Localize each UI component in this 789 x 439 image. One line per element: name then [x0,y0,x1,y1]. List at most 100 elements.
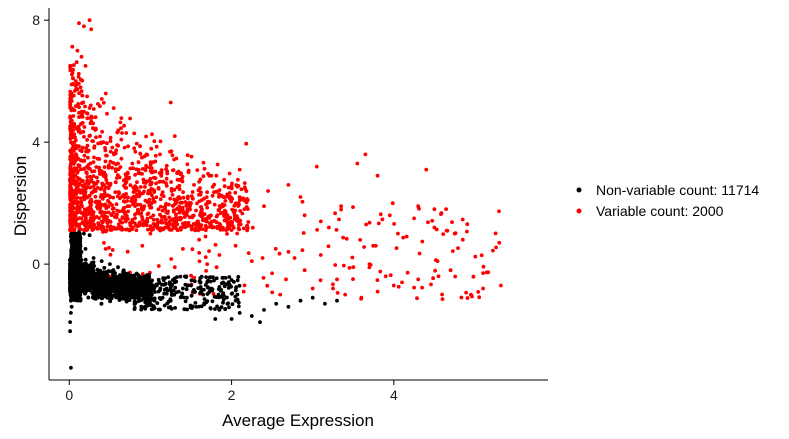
variable-point [394,246,399,251]
variable-point [246,251,251,256]
variable-point [85,143,90,148]
variable-point [331,286,335,291]
variable-point [401,235,406,240]
variable-point [85,175,90,179]
variable-point [167,221,171,226]
variable-point [214,214,219,219]
variable-point [292,256,297,260]
variable-point [415,296,419,301]
variable-point [189,227,194,231]
variable-point [164,218,168,222]
variable-point [218,211,223,216]
variable-point [481,264,486,269]
variable-point [143,220,148,224]
variable-point [192,275,197,280]
variable-point [207,216,212,220]
variable-point [84,149,88,154]
variable-point [245,228,250,233]
variable-point [87,106,92,110]
variable-point [99,209,104,214]
variable-point [417,251,422,256]
variable-point [199,205,203,209]
variable-point [87,210,92,215]
variable-point [72,132,77,137]
variable-point [202,196,207,201]
variable-point [215,162,220,167]
variable-point [202,166,207,171]
variable-point [214,265,219,270]
variable-point [108,139,113,144]
variable-point [167,202,171,207]
variable-point [70,135,74,140]
variable-point [144,163,149,168]
variable-point [185,153,190,158]
variable-point [196,219,200,224]
variable-point [138,144,142,149]
variable-point [151,217,156,222]
variable-point [103,247,108,251]
variable-point [143,185,147,189]
variable-point [99,97,104,101]
variable-point [79,114,84,118]
variable-point [226,185,231,190]
variable-point [140,155,144,160]
variable-point [184,203,189,208]
variable-point [105,141,109,146]
variable-point [229,186,234,191]
variable-point [69,140,73,145]
variable-point [81,228,86,232]
variable-point [102,241,106,245]
variable-point [465,296,470,300]
variable-point [75,195,80,200]
variable-point [229,199,234,204]
variable-point [125,204,130,209]
variable-point [158,139,163,144]
variable-point [201,217,205,222]
non-variable-point [146,273,151,277]
variable-point [68,150,73,155]
variable-point [367,220,372,225]
variable-point [83,104,87,109]
variable-point [172,219,176,224]
variable-point [195,168,200,173]
non-variable-point [87,288,92,293]
variable-point [430,218,435,223]
variable-point [98,224,103,228]
variable-point [117,191,121,196]
variable-point [244,189,249,194]
variable-point [476,290,481,294]
variable-point [301,231,306,235]
variable-point [116,222,121,227]
variable-point [73,135,77,140]
variable-point [175,185,180,190]
variable-point [101,100,106,105]
variable-point [70,71,75,75]
variable-point [76,75,81,79]
variable-point [125,170,130,175]
variable-point [95,156,100,161]
variable-point [69,173,74,178]
variable-point [82,153,87,158]
variable-point [107,218,111,223]
variable-point [108,135,113,140]
variable-point [68,190,72,195]
variable-point [75,209,80,214]
variable-point [97,165,102,170]
variable-point [72,122,77,126]
variable-point [144,223,149,228]
variable-point [479,253,484,258]
variable-point [134,228,139,233]
variable-point [481,271,485,275]
variable-point [469,292,473,297]
variable-point [79,199,84,204]
variable-point [197,259,202,264]
variable-point [107,183,112,188]
variable-point [78,77,83,82]
variable-point [92,146,97,150]
variable-point [143,168,148,173]
variable-point [473,254,478,259]
variable-point [250,225,255,230]
variable-point [83,182,87,187]
variable-point [95,186,100,190]
variable-point [85,224,90,229]
